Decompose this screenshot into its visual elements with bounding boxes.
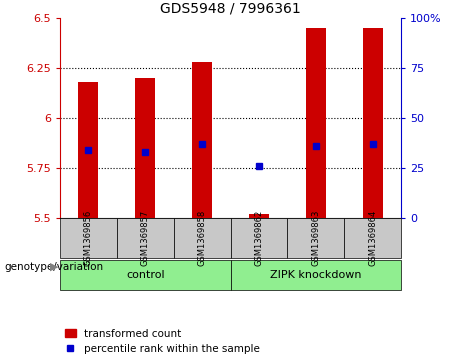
Bar (363, 28, 383, 218)
Bar (230, 218, 287, 258)
Bar (344, 218, 401, 258)
Bar (249, 214, 269, 218)
Bar (192, 62, 212, 218)
Bar (60, 218, 117, 258)
Bar (230, 260, 401, 290)
Legend: transformed count, percentile rank within the sample: transformed count, percentile rank withi… (65, 329, 260, 354)
Bar (78, 82, 98, 218)
Title: GDS5948 / 7996361: GDS5948 / 7996361 (160, 1, 301, 16)
Bar (60, 260, 230, 290)
Text: genotype/variation: genotype/variation (5, 262, 104, 272)
Bar (135, 78, 155, 218)
Text: GSM1369864: GSM1369864 (368, 210, 377, 266)
Bar (287, 218, 344, 258)
Text: control: control (126, 270, 165, 280)
Text: GSM1369863: GSM1369863 (311, 209, 320, 266)
Text: GSM1369856: GSM1369856 (84, 210, 93, 266)
Text: GSM1369857: GSM1369857 (141, 210, 150, 266)
Bar (174, 218, 230, 258)
Bar (117, 218, 174, 258)
Text: ▶: ▶ (50, 262, 58, 272)
Text: GSM1369858: GSM1369858 (198, 210, 207, 266)
Text: GSM1369862: GSM1369862 (254, 210, 263, 266)
Text: ZIPK knockdown: ZIPK knockdown (270, 270, 361, 280)
Bar (306, 28, 326, 218)
